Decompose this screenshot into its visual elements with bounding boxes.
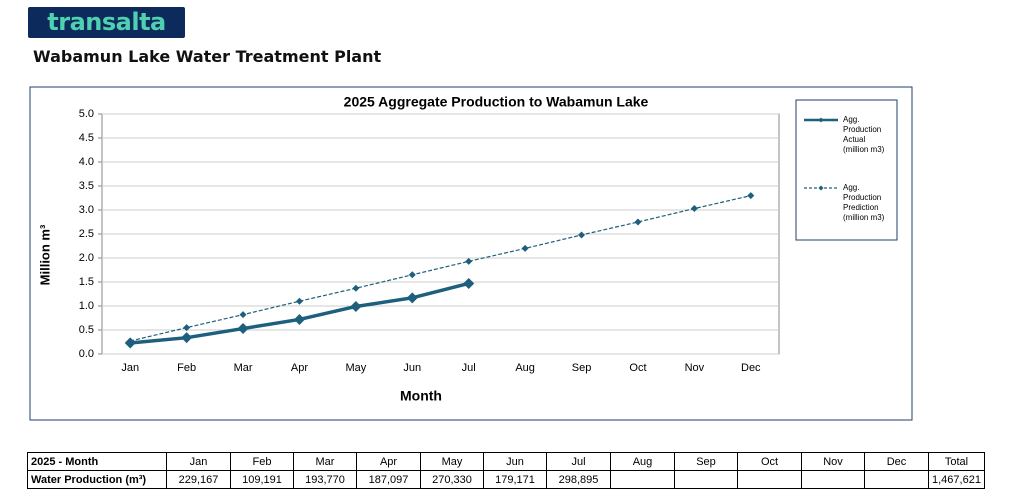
table-cell: Aug xyxy=(610,452,675,471)
legend-text: (million m3) xyxy=(843,145,885,154)
y-tick-label: 2.5 xyxy=(79,228,94,240)
x-tick-label: Dec xyxy=(741,362,761,374)
table-cell: 187,097 xyxy=(356,470,421,489)
legend-label: Agg. Production Actual (million m3) xyxy=(843,115,885,154)
table-cell xyxy=(737,470,802,489)
point-marker xyxy=(463,277,475,289)
table-cell: 229,167 xyxy=(166,470,231,489)
y-tick-label: 1.5 xyxy=(79,276,94,288)
table-cell xyxy=(674,470,738,489)
point-marker xyxy=(747,192,755,200)
point-marker xyxy=(352,284,360,292)
y-tick-label: 2.0 xyxy=(79,252,94,264)
logo: transalta xyxy=(28,7,185,38)
legend-marker xyxy=(818,117,824,123)
table-cell: Oct xyxy=(737,452,802,471)
point-marker xyxy=(183,324,191,332)
x-tick-label: Oct xyxy=(629,362,646,374)
legend-text: Agg. xyxy=(843,183,859,192)
table-cell: 2025 - Month xyxy=(27,452,167,471)
table-cell: Jan xyxy=(166,452,231,471)
page-title: Wabamun Lake Water Treatment Plant xyxy=(33,47,382,66)
y-tick-label: 3.0 xyxy=(79,204,94,216)
point-marker xyxy=(237,323,249,335)
y-tick-label: 1.0 xyxy=(79,300,94,312)
y-tick-label: 5.0 xyxy=(79,108,94,120)
y-tick-label: 4.0 xyxy=(79,156,94,168)
point-marker xyxy=(295,297,303,305)
point-marker xyxy=(634,218,642,226)
legend-text: Production xyxy=(843,193,881,202)
x-tick-label: Feb xyxy=(177,362,196,374)
table-cell: Total xyxy=(928,452,985,471)
table-cell: 270,330 xyxy=(420,470,484,489)
x-tick-label: Aug xyxy=(515,362,535,374)
point-marker xyxy=(408,271,416,279)
table-cell: Apr xyxy=(356,452,421,471)
table-cell: 179,171 xyxy=(483,470,547,489)
x-tick-label: Jul xyxy=(462,362,476,374)
table-cell: Water Production (m³) xyxy=(27,470,167,489)
point-marker xyxy=(465,257,473,265)
table-cell: May xyxy=(420,452,484,471)
x-axis-label: Month xyxy=(400,388,442,404)
table-cell: Mar xyxy=(293,452,357,471)
chart-title: 2025 Aggregate Production to Wabamun Lak… xyxy=(344,94,649,110)
legend-text: (million m3) xyxy=(843,213,885,222)
legend-text: Production xyxy=(843,125,881,134)
point-marker xyxy=(578,231,586,239)
table-cell xyxy=(864,470,929,489)
x-tick-label: Mar xyxy=(234,362,253,374)
x-tick-label: May xyxy=(345,362,366,374)
point-marker xyxy=(293,313,305,325)
point-marker xyxy=(406,292,418,304)
point-marker xyxy=(181,332,193,344)
series-line xyxy=(130,195,751,342)
y-tick-label: 4.5 xyxy=(79,132,94,144)
production-table: 2025 - Month Jan Feb Mar Apr May Jun Jul Aug Sep O… xyxy=(27,452,985,489)
legend-text: Prediction xyxy=(843,203,879,212)
table-cell: Feb xyxy=(230,452,294,471)
legend-text: Agg. xyxy=(843,115,859,124)
legend-marker xyxy=(818,185,824,191)
table-cell: 109,191 xyxy=(230,470,294,489)
table-cell: Jul xyxy=(546,452,611,471)
point-marker xyxy=(690,205,698,213)
table-cell: 193,770 xyxy=(293,470,357,489)
chart: 2025 Aggregate Production to Wabamun Lak… xyxy=(29,86,913,421)
x-tick-label: Sep xyxy=(572,362,592,374)
table-cell xyxy=(801,470,865,489)
table-cell: 298,895 xyxy=(546,470,611,489)
point-marker xyxy=(126,337,134,345)
table-cell: Dec xyxy=(864,452,929,471)
table-cell: Nov xyxy=(801,452,865,471)
y-tick-label: 0.5 xyxy=(79,324,94,336)
x-tick-label: Apr xyxy=(291,362,308,374)
point-marker xyxy=(521,244,529,252)
x-tick-label: Jan xyxy=(121,362,139,374)
table-cell: Jun xyxy=(483,452,547,471)
x-tick-label: Jun xyxy=(403,362,421,374)
table-cell: 1,467,621 xyxy=(928,470,985,489)
header-row: 2025 - Month Jan Feb Mar Apr May Jun Jul Aug Sep O… xyxy=(27,452,985,471)
data-row: Water Production (m³) 229,167 109,191 193,7… xyxy=(27,470,985,489)
legend-label: Agg. Production Prediction (million m3) xyxy=(843,183,885,222)
legend-text: Actual xyxy=(843,135,865,144)
table-cell: Sep xyxy=(674,452,738,471)
table-cell xyxy=(610,470,675,489)
point-marker xyxy=(239,311,247,319)
y-tick-label: 3.5 xyxy=(79,180,94,192)
y-tick-label: 0.0 xyxy=(79,348,94,360)
legend-box xyxy=(795,99,898,241)
point-marker xyxy=(350,300,362,312)
y-axis-label: Million m³ xyxy=(37,224,52,285)
x-tick-label: Nov xyxy=(685,362,705,374)
